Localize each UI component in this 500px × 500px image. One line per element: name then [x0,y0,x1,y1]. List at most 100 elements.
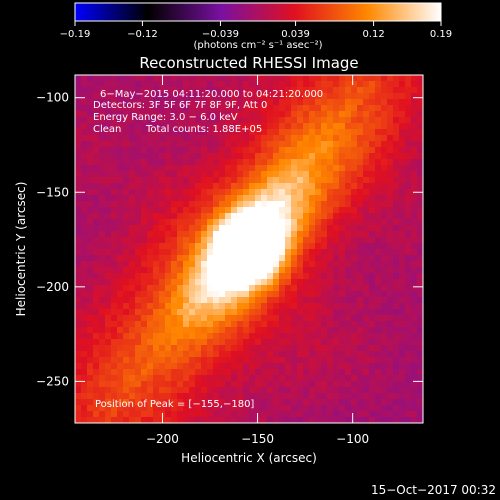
heatmap-pixel [405,249,412,256]
heatmap-pixel [141,75,148,82]
heatmap-pixel [165,267,172,274]
heatmap-pixel [405,255,412,262]
heatmap-pixel [369,153,376,160]
heatmap-pixel [369,321,376,328]
heatmap-pixel [369,345,376,352]
heatmap-pixel [321,267,328,274]
heatmap-pixel [177,381,184,388]
heatmap-pixel [369,237,376,244]
heatmap-pixel [177,249,184,256]
heatmap-pixel [189,345,196,352]
heatmap-pixel [99,231,106,238]
heatmap-pixel [405,369,412,376]
heatmap-pixel [213,93,220,100]
heatmap-pixel [165,159,172,166]
heatmap-pixel [339,213,346,220]
heatmap-pixel [231,105,238,112]
heatmap-pixel [117,111,124,118]
heatmap-pixel [381,75,388,82]
heatmap-pixel [327,225,334,232]
heatmap-pixel [225,195,232,202]
heatmap-pixel [165,255,172,262]
heatmap-pixel [165,231,172,238]
heatmap-pixel [99,189,106,196]
heatmap-pixel [315,399,322,406]
heatmap-pixel [267,345,274,352]
heatmap-pixel [387,249,394,256]
heatmap-pixel [165,237,172,244]
heatmap-pixel [225,93,232,100]
heatmap-pixel [87,387,94,394]
heatmap-pixel [147,411,154,418]
heatmap-pixel [207,195,214,202]
heatmap-pixel [87,159,94,166]
heatmap-pixel [369,135,376,142]
heatmap-pixel [345,399,352,406]
heatmap-pixel [189,177,196,184]
heatmap-pixel [201,381,208,388]
heatmap-pixel [231,261,238,268]
heatmap-pixel [345,147,352,154]
heatmap-pixel [105,153,112,160]
heatmap-pixel [393,237,400,244]
heatmap-pixel [105,105,112,112]
heatmap-pixel [411,393,418,400]
heatmap-pixel [261,387,268,394]
heatmap-pixel [201,273,208,280]
heatmap-pixel [387,225,394,232]
heatmap-pixel [189,333,196,340]
heatmap-pixel [213,261,220,268]
heatmap-pixel [303,321,310,328]
heatmap-pixel [327,279,334,286]
heatmap-pixel [315,75,322,82]
heatmap-pixel [243,327,250,334]
heatmap-pixel [351,153,358,160]
x-axis-label: Heliocentric X (arcsec) [181,451,317,465]
heatmap-pixel [111,357,118,364]
heatmap-pixel [249,147,256,154]
heatmap-pixel [333,93,340,100]
heatmap-pixel [99,339,106,346]
heatmap-pixel [201,387,208,394]
heatmap-pixel [225,297,232,304]
heatmap-pixel [321,129,328,136]
heatmap-pixel [117,285,124,292]
heatmap-pixel [123,225,130,232]
heatmap-pixel [75,345,82,352]
heatmap-pixel [81,213,88,220]
heatmap-pixel [207,339,214,346]
heatmap-pixel [387,237,394,244]
heatmap-pixel [141,201,148,208]
heatmap-pixel [393,249,400,256]
heatmap-pixel [339,201,346,208]
heatmap-pixel [243,333,250,340]
heatmap-pixel [333,291,340,298]
heatmap-pixel [345,213,352,220]
heatmap-pixel [195,99,202,106]
heatmap-pixel [243,297,250,304]
heatmap-pixel [339,333,346,340]
heatmap-pixel [297,165,304,172]
heatmap-pixel [267,387,274,394]
heatmap-pixel [75,87,82,94]
heatmap-pixel [183,177,190,184]
heatmap-pixel [213,381,220,388]
heatmap-pixel [231,267,238,274]
heatmap-pixel [333,345,340,352]
heatmap-pixel [261,219,268,226]
heatmap-pixel [333,327,340,334]
heatmap-pixel [219,309,226,316]
heatmap-pixel [87,309,94,316]
heatmap-pixel [123,387,130,394]
heatmap-pixel [279,105,286,112]
heatmap-pixel [309,327,316,334]
heatmap-pixel [309,411,316,418]
heatmap-pixel [279,237,286,244]
heatmap-pixel [411,357,418,364]
heatmap-pixel [231,327,238,334]
heatmap-pixel [309,417,316,423]
heatmap-pixel [309,171,316,178]
heatmap-pixel [267,279,274,286]
heatmap-pixel [327,105,334,112]
heatmap-pixel [207,123,214,130]
